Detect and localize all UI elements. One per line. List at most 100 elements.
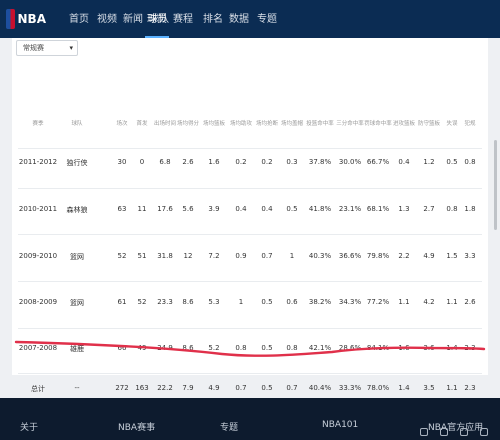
table-cell: 7.9 bbox=[182, 384, 194, 392]
table-cell: 3.9 bbox=[208, 205, 220, 213]
page-scrollbar[interactable] bbox=[494, 140, 497, 230]
table-cell: 2.2 bbox=[398, 252, 410, 260]
table-cell: -- bbox=[74, 384, 80, 392]
table-cell: 12 bbox=[183, 252, 193, 260]
table-cell: 11 bbox=[137, 205, 147, 213]
table-cell: 5.6 bbox=[182, 205, 194, 213]
table-cell: 1.3 bbox=[398, 205, 410, 213]
table-cell: 68.1% bbox=[366, 205, 390, 213]
table-cell: 2.7 bbox=[423, 205, 435, 213]
table-cell: 2009-2010 bbox=[18, 252, 58, 260]
table-cell: 34.3% bbox=[338, 298, 362, 306]
footer-about[interactable]: 关于 bbox=[20, 423, 39, 433]
table-cell: 篮网 bbox=[70, 253, 84, 261]
table-cell: 3.3 bbox=[464, 252, 476, 260]
column-header: 场均得分 bbox=[176, 121, 200, 127]
table-cell: 总计 bbox=[31, 385, 45, 393]
footer-events[interactable]: NBA赛事 bbox=[118, 423, 156, 433]
table-cell: 0.7 bbox=[235, 384, 247, 392]
nav-teams[interactable]: 球队 bbox=[149, 14, 169, 25]
table-cell: 2.6 bbox=[182, 158, 194, 166]
row-divider bbox=[18, 328, 482, 329]
column-header: 投篮命中率 bbox=[306, 121, 334, 127]
table-cell: 28.6% bbox=[338, 344, 362, 352]
weibo-icon[interactable] bbox=[420, 428, 428, 436]
table-cell: 1.4 bbox=[398, 384, 410, 392]
season-type-value: 常规赛 bbox=[23, 44, 44, 52]
table-cell: 2010-2011 bbox=[18, 205, 58, 213]
table-cell: 0.8 bbox=[286, 344, 298, 352]
total-row: 总计 -- 272 163 22.2 7.9 4.9 0.7 0.5 0.7 40.4% 33.3% 7… bbox=[12, 384, 488, 398]
column-header: 场均助攻 bbox=[229, 121, 253, 127]
logo-text: NBA bbox=[17, 12, 46, 26]
nav-topics[interactable]: 专题 bbox=[257, 14, 277, 25]
nav-standings[interactable]: 排名 bbox=[203, 14, 223, 25]
red-underline-annotation bbox=[14, 340, 486, 357]
nav-stats[interactable]: 数据 bbox=[229, 14, 249, 25]
nav-video[interactable]: 视频 bbox=[97, 14, 117, 25]
table-cell: 1.8 bbox=[464, 205, 476, 213]
table-cell: 0.4 bbox=[261, 205, 273, 213]
table-cell: 2011-2012 bbox=[18, 158, 58, 166]
table-cell: 篮网 bbox=[70, 299, 84, 307]
column-header: 罚球命中率 bbox=[364, 121, 392, 127]
table-cell: 40.4% bbox=[308, 384, 332, 392]
table-cell: 33.3% bbox=[338, 384, 362, 392]
table-cell: 66.7% bbox=[366, 158, 390, 166]
table-cell: 42.1% bbox=[308, 344, 332, 352]
season-type-select[interactable]: 常规赛 ▾ bbox=[16, 40, 78, 56]
row-divider bbox=[18, 188, 482, 189]
table-cell: 38.2% bbox=[308, 298, 332, 306]
table-cell: 1.6 bbox=[208, 158, 220, 166]
table-cell: 2.3 bbox=[464, 384, 476, 392]
table-cell: 2008-2009 bbox=[18, 298, 58, 306]
column-header: 失误 bbox=[446, 121, 458, 127]
chevron-down-icon: ▾ bbox=[69, 44, 73, 52]
table-cell: 0.2 bbox=[235, 158, 247, 166]
table-cell: 1.1 bbox=[446, 298, 458, 306]
top-nav: NBA 首页 视频 新闻 球队 球员 赛程 排名 数据 专题 bbox=[0, 0, 500, 38]
nav-schedule[interactable]: 赛程 bbox=[173, 14, 193, 25]
nav-players[interactable]: 球员 bbox=[145, 0, 169, 38]
row-divider bbox=[18, 281, 482, 282]
table-cell: 163 bbox=[135, 384, 149, 392]
nba-logo[interactable]: NBA bbox=[6, 9, 46, 29]
qq-icon[interactable] bbox=[460, 428, 468, 436]
table-cell: 272 bbox=[115, 384, 129, 392]
table-cell: 1.5 bbox=[446, 252, 458, 260]
table-cell: 独行侠 bbox=[66, 159, 88, 167]
table-cell: 森林狼 bbox=[66, 206, 88, 214]
table-header: 赛季 球队 场次 首发 出场时间 场均得分 场均篮板 场均助攻 场均抢断 场均盖帽 投篮命中率 三分命… bbox=[12, 119, 488, 133]
table-cell: 23.1% bbox=[338, 205, 362, 213]
table-cell: 23.3 bbox=[157, 298, 173, 306]
table-cell: 78.0% bbox=[366, 384, 390, 392]
table-cell: 6.8 bbox=[159, 158, 171, 166]
table-cell: 0.8 bbox=[235, 344, 247, 352]
nav-home[interactable]: 首页 bbox=[69, 14, 89, 25]
table-cell: 0.5 bbox=[261, 298, 273, 306]
wechat-icon[interactable] bbox=[440, 428, 448, 436]
nba-logo-icon bbox=[6, 9, 15, 29]
footer-nba101[interactable]: NBA101 bbox=[322, 420, 359, 430]
table-cell: 40.3% bbox=[308, 252, 332, 260]
table-cell: 36.6% bbox=[338, 252, 362, 260]
footer-app[interactable]: NBA官方应用 bbox=[428, 423, 484, 433]
row-divider bbox=[18, 148, 482, 149]
column-header: 进攻篮板 bbox=[392, 121, 416, 127]
table-cell: 41.8% bbox=[308, 205, 332, 213]
footer-topics[interactable]: 专题 bbox=[220, 423, 239, 433]
share-icon[interactable] bbox=[480, 428, 488, 436]
table-cell: 2007-2008 bbox=[18, 344, 58, 352]
table-row: 2008-2009 篮网 61 52 23.3 8.6 5.3 1 0.5 0.6 38.2% 34.… bbox=[12, 298, 488, 312]
table-row: 2011-2012 独行侠 30 0 6.8 2.6 1.6 0.2 0.2 0.3 37.8% 30… bbox=[12, 158, 488, 172]
table-cell: 0.9 bbox=[235, 252, 247, 260]
table-cell: 0.6 bbox=[286, 298, 298, 306]
table-row: 2010-2011 森林狼 63 11 17.6 5.6 3.9 0.4 0.4 0.5 41.8%… bbox=[12, 205, 488, 219]
column-header: 场次 bbox=[116, 121, 128, 127]
nav-news[interactable]: 新闻 bbox=[123, 14, 143, 25]
table-cell: 0.5 bbox=[261, 344, 273, 352]
column-header: 出场时间 bbox=[153, 121, 177, 127]
column-header: 首发 bbox=[136, 121, 148, 127]
table-cell: 22.2 bbox=[157, 384, 173, 392]
table-cell: 7.2 bbox=[208, 252, 220, 260]
